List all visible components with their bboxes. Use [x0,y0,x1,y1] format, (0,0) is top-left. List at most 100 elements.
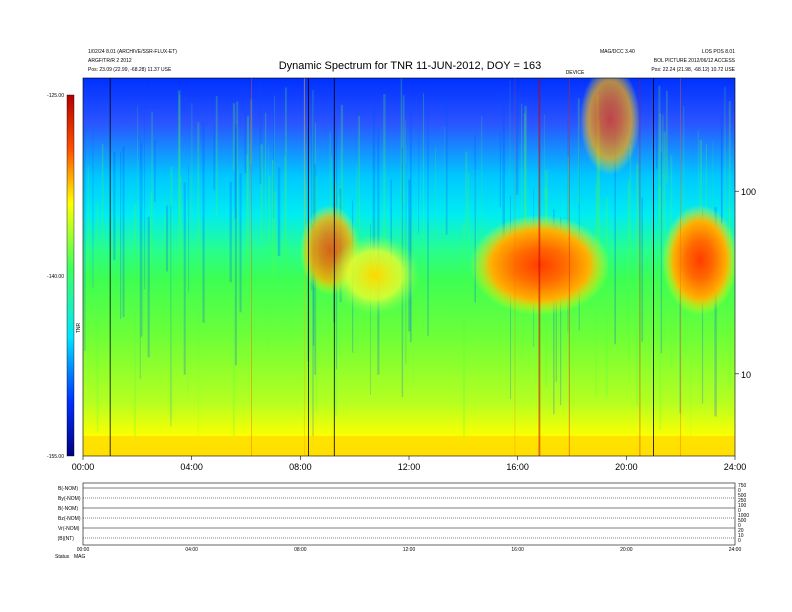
bottom-x-tick-label: 00:00 [77,547,90,553]
spectral-streak [274,95,275,192]
spectral-streak [334,181,338,416]
y-tick-label: 100 [741,187,756,197]
spectral-streak [190,171,191,249]
spectral-streak [358,116,361,266]
bottom-right-tick-label: 500 [738,518,747,524]
spectral-streak [400,78,403,263]
colorbar-label: TNR [76,322,82,333]
colorbar-tick-label: -155.00 [47,454,64,460]
spectral-streak [444,126,446,259]
spectral-streak [515,92,519,195]
x-tick-label: 08:00 [289,462,312,472]
spectral-streak [662,115,664,224]
spectral-streak [229,181,232,283]
spectral-streak [312,224,314,448]
spectral-streak [697,130,699,208]
spectral-streak [183,182,186,375]
burst-spike [303,78,305,456]
spectral-streak [268,176,271,252]
spectral-streak [405,119,406,278]
spectral-streak [147,216,150,358]
spectral-streak [164,196,165,262]
bottom-x-tick-label: 12:00 [403,547,416,553]
spectral-streak [84,125,86,351]
spectral-streak [427,96,429,336]
spectral-streak [311,127,313,291]
spectral-streak [236,101,239,274]
spectral-streak [188,166,190,292]
header-left-line: 1/02/24 8.01 (ARCHIVE/SSR-FLUX-ET) [88,49,177,55]
x-tick-label: 12:00 [398,462,421,472]
spectral-streak [120,152,122,320]
spectral-streak [137,105,138,227]
spectral-streak [474,134,476,303]
bottom-row-label: By(-NOM) [58,496,81,502]
spectral-streak [213,125,216,190]
spectral-streak [244,87,247,173]
footer-label: MAG [74,554,86,560]
bottom-right-tick-label: 100 [738,503,747,509]
colorbar-tick-label: -125.00 [47,93,64,99]
header-right-line: LOS POS 8.01 [702,49,735,55]
spectral-streak [636,163,639,407]
spectral-streak [273,191,276,271]
spectral-streak [614,122,617,345]
spectral-streak [96,202,99,432]
spectral-streak [445,96,448,235]
spectral-streak [122,146,125,318]
spectral-streak [627,180,630,360]
spectral-streak [284,156,286,331]
spectral-streak [596,95,599,250]
spectral-streak [418,136,420,234]
spectral-streak [728,101,731,297]
spectral-streak [714,207,717,417]
spectral-streak [277,167,281,257]
x-tick-label: 20:00 [615,462,638,472]
spectral-streak [509,80,511,178]
bottom-right-tick-label: 0 [738,523,741,529]
spectral-streak [141,139,143,337]
spectral-streak [435,147,437,239]
spectral-streak [87,165,89,315]
spectral-streak [197,122,200,342]
spectral-streak [658,85,661,220]
header-left-line: Pos: 23.09 (22.99, -68.28) 11.37 USE [88,67,172,73]
spectral-streak [215,95,218,219]
bottom-x-tick-label: 24:00 [729,547,742,553]
spectral-streak [239,173,242,313]
spectral-streak [724,86,726,304]
spectral-streak [663,131,666,340]
spectral-streak [178,94,181,221]
spectral-streak [197,218,199,456]
burst-spike [251,78,252,456]
spectral-streak [271,159,274,318]
spectral-streak [544,114,545,200]
burst-spike [568,78,570,456]
spectral-streak [234,123,237,366]
bottom-row-label: |B|(NT) [58,536,74,542]
spectral-streak [467,172,470,251]
x-tick-label: 24:00 [724,462,747,472]
spectral-streak [372,106,376,251]
spectral-streak [170,204,172,427]
spectral-streak [202,121,205,323]
spectral-streak [232,211,235,456]
spectral-streak [260,144,263,240]
header-left-line: ARGF/TR/R 2 2012 [88,58,132,64]
bottom-right-tick-label: 500 [738,493,747,499]
spectral-streak [422,93,425,328]
spectral-streak [409,99,412,342]
spectral-streak [340,104,344,234]
x-tick-label: 16:00 [506,462,529,472]
spectral-streak [383,94,386,254]
spectral-streak [665,90,668,184]
bottom-right-tick-label: 10 [738,533,744,539]
header-right-line: Pos: 22.24 (21.98, -68.12) 10.72 USE [651,67,735,73]
spectral-streak [656,88,658,169]
spectrogram [83,78,735,456]
spectral-streak [659,113,661,294]
spectral-streak [679,226,682,414]
spectral-streak [734,81,735,187]
spectral-streak [481,116,483,271]
